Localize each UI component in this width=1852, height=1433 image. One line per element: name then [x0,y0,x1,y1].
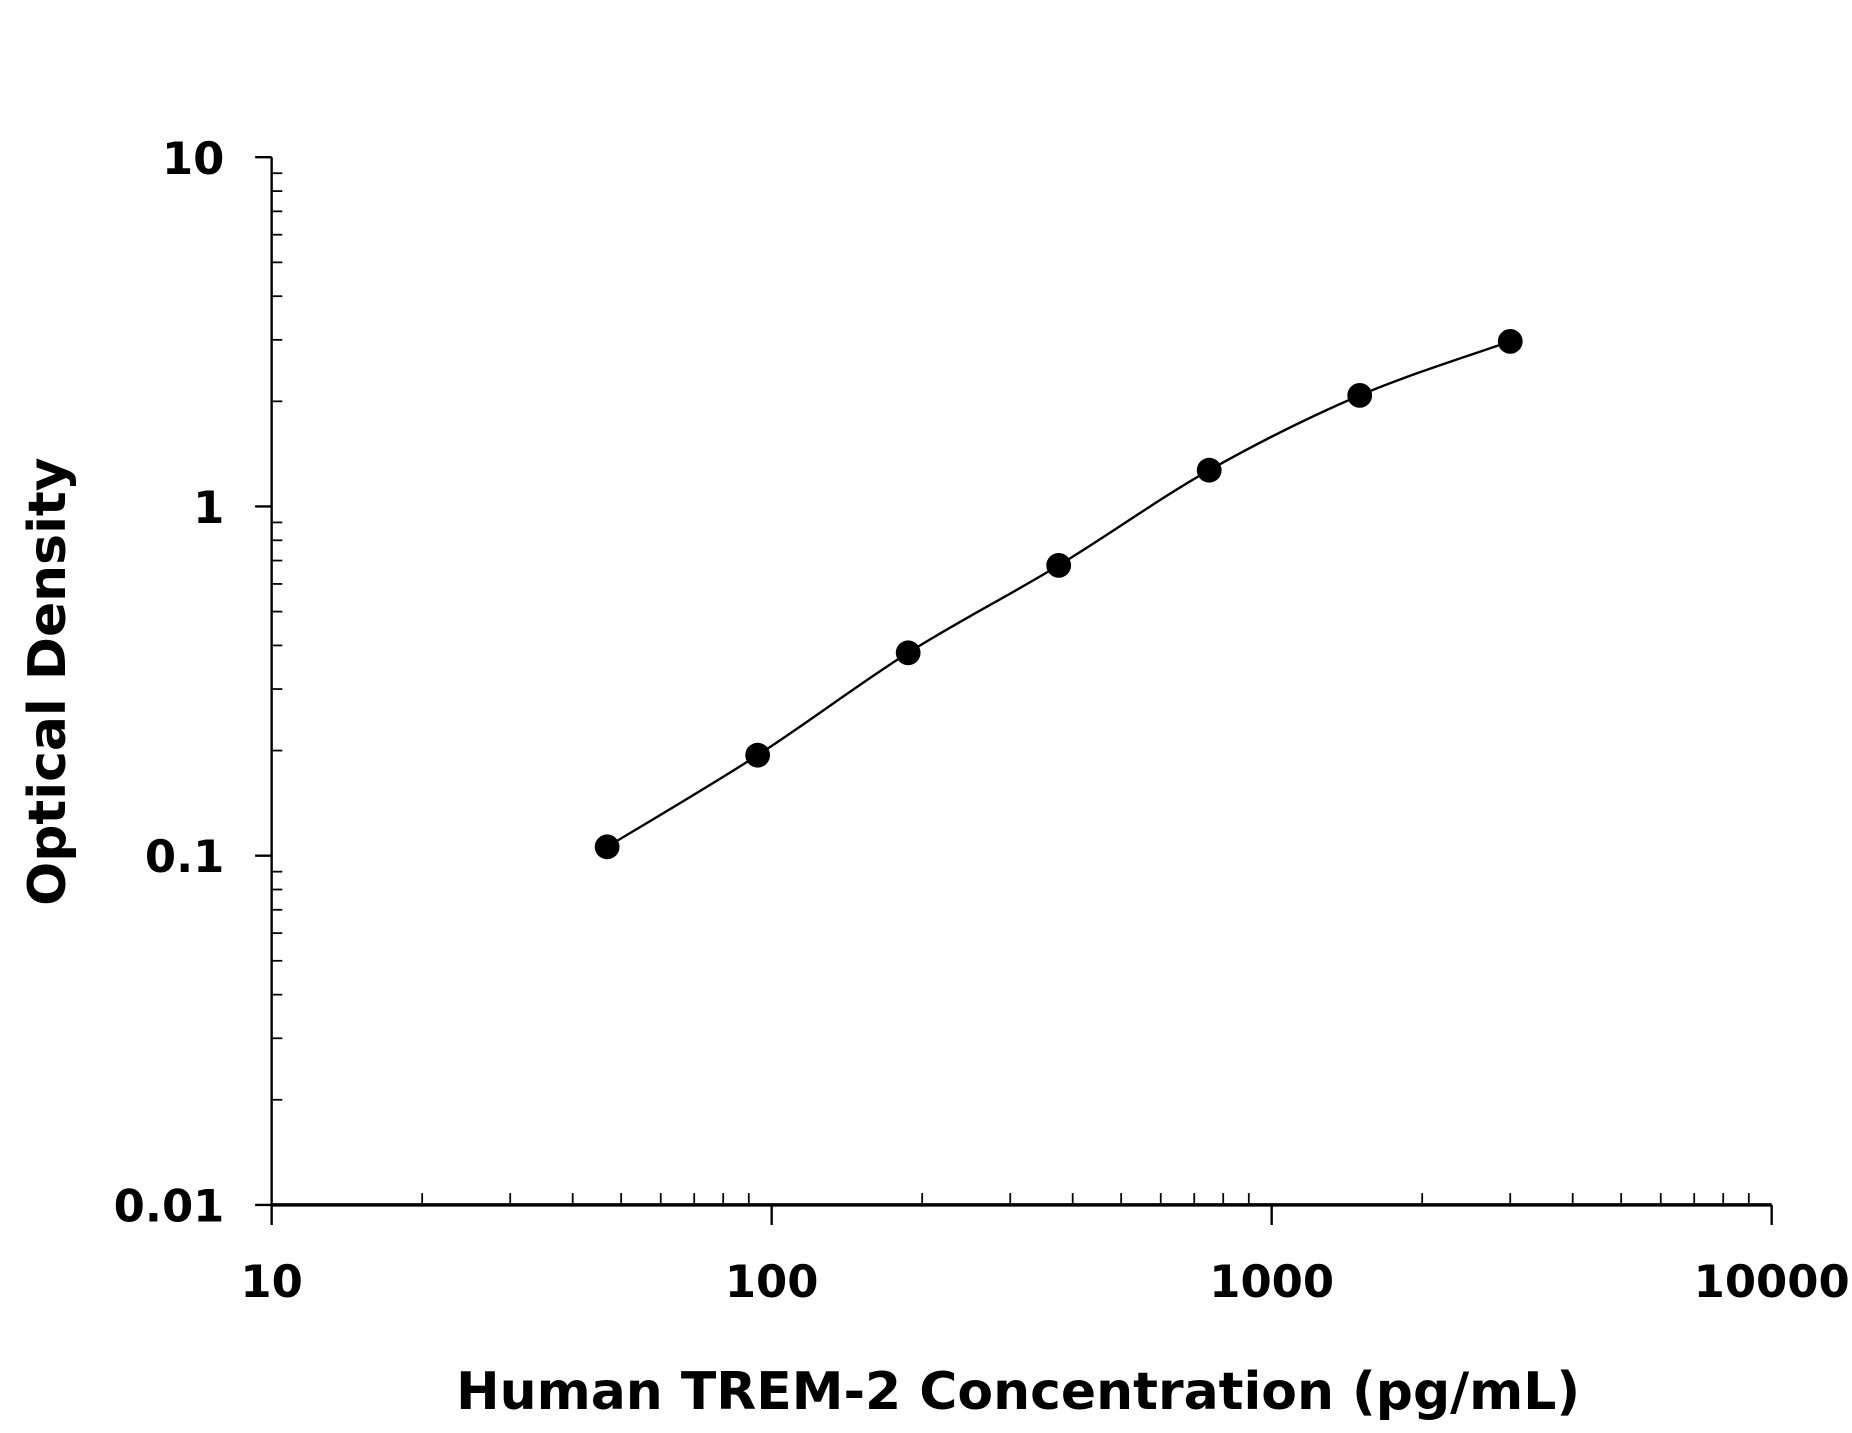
y-tick-label: 0.01 [114,1179,225,1232]
data-point [895,640,921,666]
x-tick-label: 100 [725,1255,819,1308]
data-point [1347,382,1373,408]
x-axis-label: Human TREM-2 Concentration (pg/mL) [456,1362,1580,1422]
y-tick-label: 1 [193,481,224,534]
data-point [745,742,771,768]
fit-curve [606,340,1511,848]
tick-labels: 10 100 1000 10000 0.01 0.1 1 10 [114,132,1850,1308]
y-tick-label: 0.1 [145,830,224,883]
x-tick-label: 10000 [1694,1255,1850,1308]
x-tick-label: 10 [240,1255,302,1308]
data-point [1196,457,1222,483]
x-tick-label: 1000 [1209,1255,1334,1308]
data-point [1497,328,1523,354]
axes [255,156,1773,1225]
data-point [594,834,620,860]
data-points [594,328,1523,860]
data-point [1046,552,1072,578]
y-tick-label: 10 [162,132,224,185]
y-axis-label: Optical Density [18,457,78,906]
